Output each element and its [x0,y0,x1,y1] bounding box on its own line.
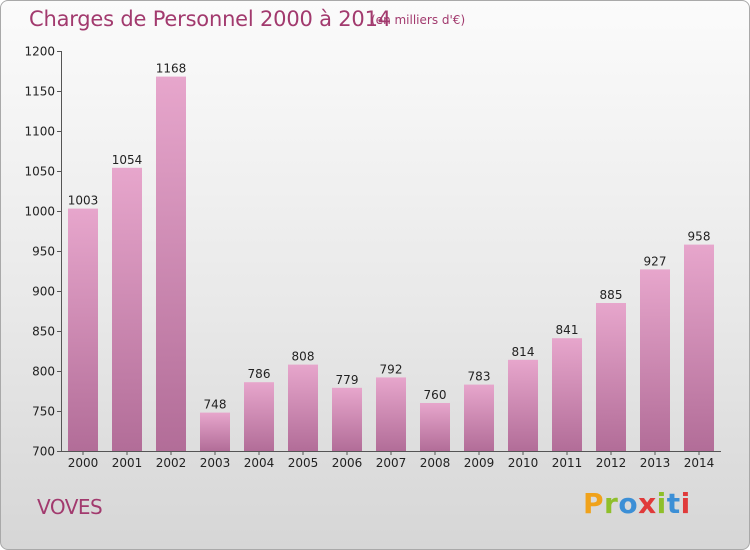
logo-letter: t [666,487,681,520]
bar [464,384,494,451]
logo-letter: o [618,487,639,520]
bar [596,303,626,451]
proxiti-logo: Proxiti [583,487,691,520]
bar [288,364,318,451]
commune-name: VOVES [37,495,103,519]
bar [244,382,274,451]
x-tick-label: 2012 [596,456,627,470]
y-tick-label: 700 [32,445,55,459]
x-tick-label: 2004 [244,456,275,470]
bar-value-label: 748 [204,398,227,412]
y-tick-label: 1200 [24,45,55,59]
bar [332,387,362,451]
bar [552,338,582,451]
bar [112,167,142,452]
bar-value-label: 927 [644,254,667,268]
bar-value-label: 885 [600,288,623,302]
x-tick-label: 2010 [508,456,539,470]
x-tick-label: 2014 [684,456,715,470]
logo-letter: i [680,487,691,520]
bar [508,359,538,451]
x-tick-label: 2006 [332,456,363,470]
bar-value-label: 814 [512,345,535,359]
y-tick-label: 800 [32,365,55,379]
bar [420,403,450,451]
bar-value-label: 779 [336,373,359,387]
y-tick-label: 950 [32,245,55,259]
x-tick-label: 2009 [464,456,495,470]
logo-letter: i [656,487,667,520]
bar-value-label: 1054 [112,153,143,167]
logo-letter: r [604,487,619,520]
y-tick-label: 1000 [24,205,55,219]
logo-letter: P [583,487,605,520]
x-tick-label: 2002 [156,456,187,470]
y-tick-label: 750 [32,405,55,419]
bar [156,76,186,451]
x-tick-label: 2011 [552,456,583,470]
x-tick-label: 2013 [640,456,671,470]
x-tick-label: 2001 [112,456,143,470]
y-tick-label: 1100 [24,125,55,139]
bar-value-label: 786 [248,367,271,381]
chart-title: Charges de Personnel 2000 à 2014 [29,7,391,31]
bar [640,269,670,451]
bar [684,244,714,451]
x-tick-label: 2008 [420,456,451,470]
bar [200,412,230,451]
bar-value-label: 841 [556,323,579,337]
bar-value-label: 783 [468,370,491,384]
x-tick-label: 2007 [376,456,407,470]
y-tick-label: 900 [32,285,55,299]
bar-value-label: 760 [424,388,447,402]
bar-value-label: 958 [688,230,711,244]
y-tick-label: 1050 [24,165,55,179]
logo-letter: x [638,487,657,520]
bar-value-label: 1168 [156,62,187,76]
x-tick-label: 2000 [68,456,99,470]
bar [376,377,406,451]
x-tick-label: 2003 [200,456,231,470]
bar-value-label: 1003 [68,194,99,208]
y-tick-label: 850 [32,325,55,339]
bar [68,208,98,451]
y-tick-label: 1150 [24,85,55,99]
chart-subtitle: (en milliers d'€) [371,13,466,27]
bar-value-label: 808 [292,350,315,364]
x-tick-label: 2005 [288,456,319,470]
bar-value-label: 792 [380,362,403,376]
